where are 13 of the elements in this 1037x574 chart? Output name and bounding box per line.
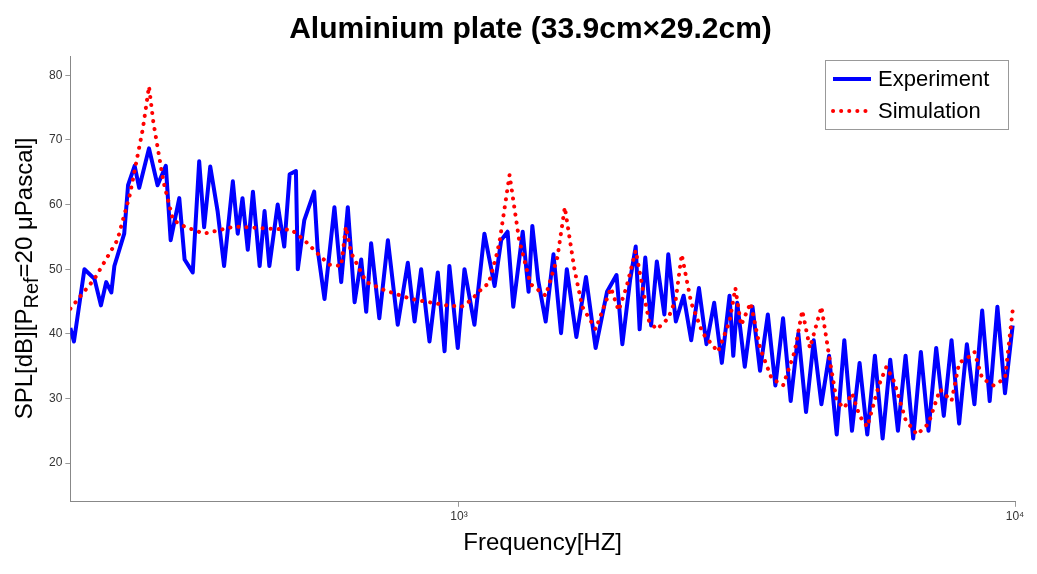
- y-tick-label: 30: [48, 390, 63, 405]
- y-tick-label: 60: [48, 196, 63, 211]
- y-tick-label: 80: [48, 67, 63, 82]
- x-axis-title: Frequency[HZ]: [463, 528, 623, 556]
- y-tick-label: 50: [48, 261, 63, 276]
- legend-label: Simulation: [878, 98, 981, 124]
- x-tick-label: 10⁴: [1005, 509, 1025, 524]
- x-tick-label: 10³: [450, 509, 468, 524]
- y-tick-label: 20: [48, 455, 63, 470]
- chart-title: Aluminium plate (33.9cm×29.2cm): [289, 11, 772, 45]
- legend-label: Experiment: [878, 66, 990, 92]
- y-tick-label: 70: [48, 132, 63, 147]
- y-tick-label: 40: [48, 326, 63, 341]
